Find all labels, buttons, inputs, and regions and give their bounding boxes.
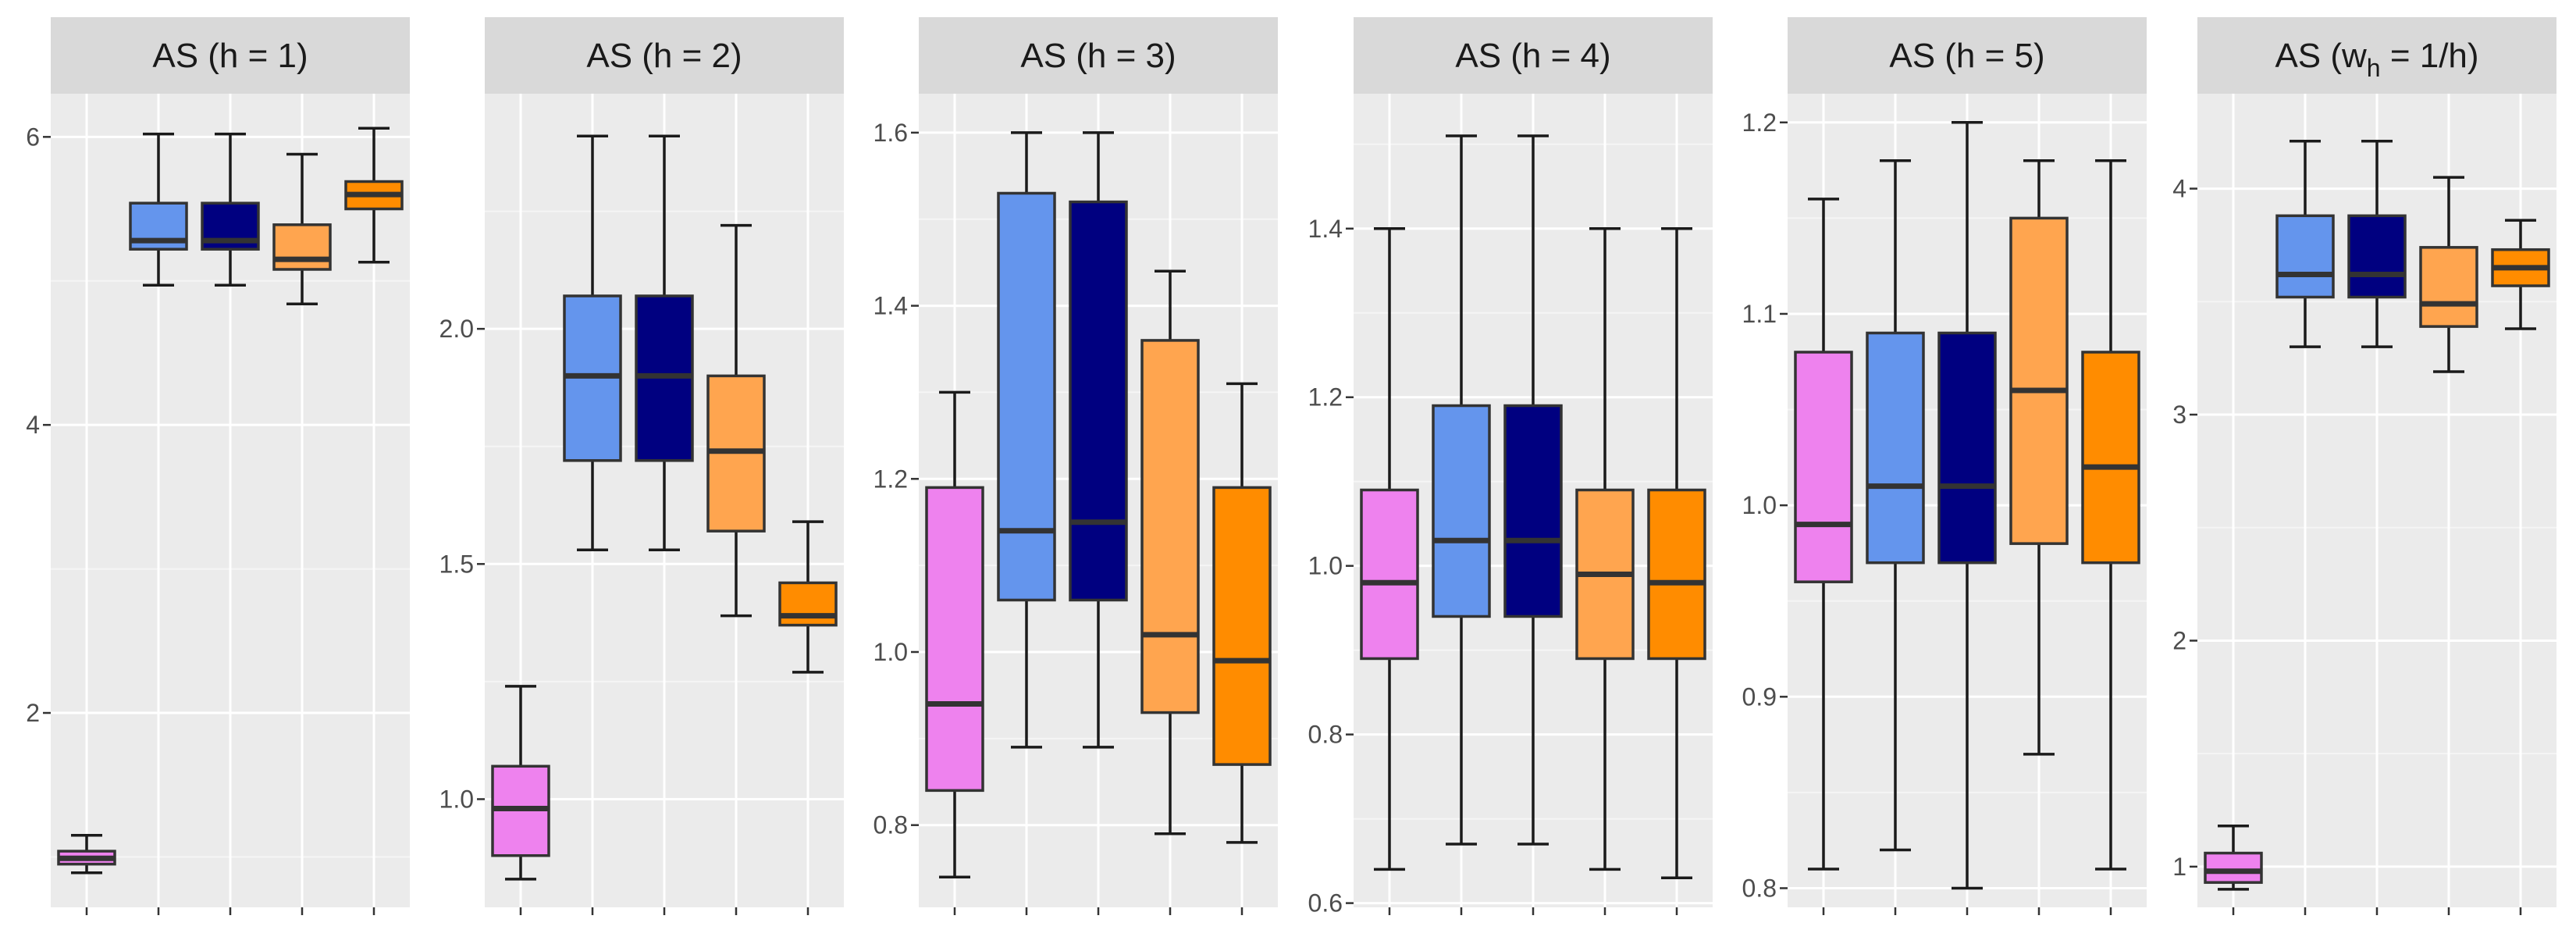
box-iqr (1866, 331, 1925, 565)
y-tick-label: 4 (2172, 175, 2186, 203)
box-iqr (272, 223, 332, 271)
y-tick-label: 3 (2172, 401, 2186, 429)
y-tick-label: 6 (26, 123, 40, 151)
facet-title-5: AS (h = 5) (1889, 37, 2044, 75)
box-iqr (2419, 246, 2478, 328)
y-tick-label: 0.8 (873, 811, 908, 839)
facet-strip-4 (1354, 17, 1713, 94)
box-2 (563, 134, 622, 551)
y-tick-label: 1.2 (1308, 383, 1343, 411)
y-tick-label: 1.0 (439, 785, 474, 813)
facet-strip-6 (2197, 17, 2556, 94)
facet-panel-1: AS (h = 1) 2 4 6 (26, 17, 410, 915)
box-4 (272, 152, 332, 306)
facet-title-3: AS (h = 3) (1020, 37, 1176, 75)
y-tick-label: 1.0 (873, 638, 908, 666)
box-iqr (2275, 214, 2335, 299)
box-2 (1866, 159, 1925, 852)
box-iqr (778, 581, 838, 627)
box-iqr (1647, 488, 1706, 661)
box-3 (1937, 121, 1997, 890)
box-iqr (925, 486, 984, 793)
y-tick-label: 1.2 (873, 465, 908, 493)
facet-title-main: AS (w (2275, 37, 2367, 75)
box-5 (1212, 382, 1272, 844)
box-1 (491, 685, 550, 881)
box-5 (344, 126, 404, 264)
box-5 (2491, 219, 2550, 330)
y-tick-label: 2 (2172, 626, 2186, 654)
box-5 (778, 520, 838, 674)
box-iqr (1432, 404, 1491, 618)
facet-panel-2: AS (h = 2) 1.0 1.5 2.0 (439, 17, 844, 915)
box-iqr (1937, 331, 1997, 565)
y-tick-label: 1.0 (1308, 552, 1343, 580)
y-tick-label: 0.9 (1742, 682, 1777, 711)
facet-strip-3 (919, 17, 1278, 94)
box-2 (997, 131, 1056, 749)
facet-strip-1 (51, 17, 410, 94)
box-1 (1360, 227, 1419, 871)
box-5 (2081, 159, 2140, 871)
box-iqr (1794, 351, 1853, 583)
box-1 (2204, 825, 2263, 891)
y-tick-label: 1.2 (1742, 109, 1777, 137)
facet-strip-2 (485, 17, 844, 94)
box-2 (129, 132, 188, 287)
box-4 (1140, 269, 1200, 835)
box-1 (1794, 198, 1853, 871)
y-tick-label: 1.6 (873, 119, 908, 147)
box-1 (57, 834, 116, 875)
box-iqr (1503, 404, 1563, 618)
y-tick-label: 1.1 (1742, 300, 1777, 328)
box-4 (2419, 176, 2478, 373)
y-tick-label: 1 (2172, 853, 2186, 881)
y-tick-label: 0.6 (1308, 889, 1343, 917)
facet-title-subscript: h (2367, 54, 2381, 82)
y-tick-label: 1.4 (873, 292, 908, 320)
box-iqr (2009, 216, 2069, 545)
y-tick-label: 1.0 (1742, 491, 1777, 519)
box-2 (1432, 134, 1491, 846)
y-tick-label: 1.4 (1308, 215, 1343, 243)
y-tick-label: 1.5 (439, 550, 474, 578)
facet-strip-5 (1788, 17, 2147, 94)
y-tick-label: 0.8 (1742, 874, 1777, 902)
y-tick-label: 2.0 (439, 315, 474, 343)
box-iqr (1212, 486, 1272, 766)
box-1 (925, 390, 984, 878)
facet-title-rest: = 1/h) (2381, 37, 2479, 75)
facet-panel-4: AS (h = 4) 0.6 0.8 1.0 1.2 1.4 (1308, 17, 1713, 917)
y-tick-label: 2 (26, 699, 40, 727)
y-tick-label: 0.8 (1308, 721, 1343, 749)
box-5 (1647, 227, 1706, 879)
box-3 (2347, 140, 2407, 348)
facet-panel-3: AS (h = 3) 0.8 1.0 1.2 1.4 1.6 (873, 17, 1278, 915)
facet-panel-5: AS (h = 5) 0.8 0.9 1.0 1.1 1.2 (1742, 17, 2147, 915)
box-2 (2275, 140, 2335, 348)
facet-panel-6: AS (wh = 1/h) 1 2 3 4 (2172, 17, 2556, 915)
box-3 (635, 134, 694, 551)
box-iqr (2347, 214, 2407, 299)
box-3 (1503, 134, 1563, 846)
box-iqr (997, 191, 1056, 602)
box-4 (1575, 227, 1635, 871)
box-3 (201, 132, 260, 287)
box-iqr (1069, 200, 1128, 602)
box-4 (706, 223, 766, 618)
box-3 (1069, 131, 1128, 749)
facet-title-4: AS (h = 4) (1455, 37, 1610, 75)
facet-title-1: AS (h = 1) (152, 37, 308, 75)
box-4 (2009, 159, 2069, 756)
facet-title-6: AS (wh = 1/h) (2275, 37, 2478, 82)
box-iqr (2081, 351, 2140, 565)
y-tick-label: 4 (26, 411, 40, 439)
box-iqr (1360, 488, 1419, 661)
box-iqr (1140, 339, 1200, 714)
box-iqr (2204, 851, 2263, 884)
facet-title-2: AS (h = 2) (586, 37, 742, 75)
